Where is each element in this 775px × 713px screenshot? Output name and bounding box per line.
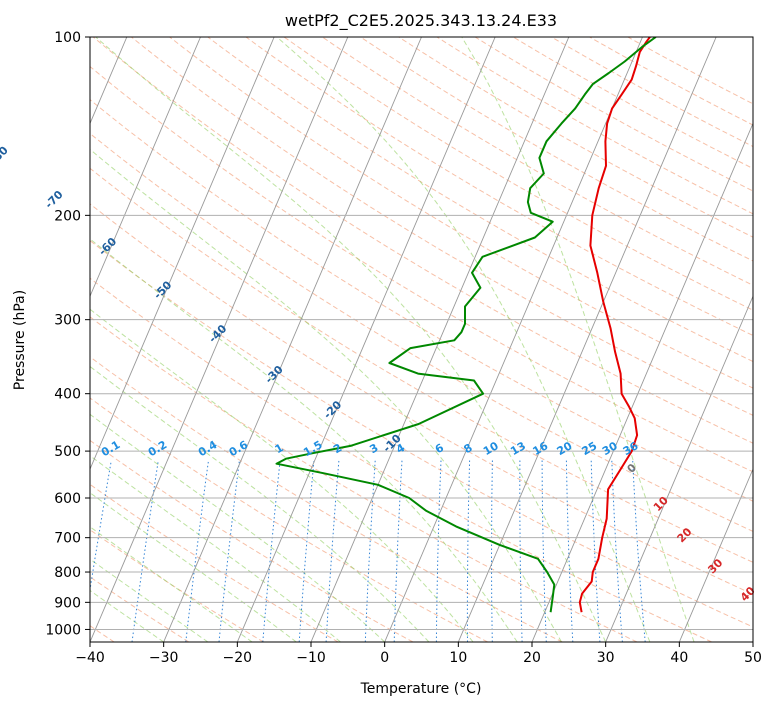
x-tick-label: 0 bbox=[380, 650, 389, 666]
x-tick-label: 10 bbox=[449, 650, 467, 666]
x-tick-label: −40 bbox=[75, 650, 105, 666]
x-tick-label: 20 bbox=[523, 650, 541, 666]
chart-title: wetPf2_C2E5.2025.343.13.24.E33 bbox=[285, 11, 557, 31]
x-tick-label: −30 bbox=[149, 650, 179, 666]
y-tick-label: 600 bbox=[54, 491, 81, 507]
y-tick-label: 200 bbox=[54, 208, 81, 224]
y-tick-label: 900 bbox=[54, 595, 81, 611]
x-tick-label: 50 bbox=[744, 650, 762, 666]
plot-background bbox=[90, 37, 753, 642]
y-tick-label: 1000 bbox=[45, 622, 81, 638]
x-tick-label: 30 bbox=[597, 650, 615, 666]
y-tick-label: 500 bbox=[54, 444, 81, 460]
y-axis-label: Pressure (hPa) bbox=[12, 290, 28, 390]
x-tick-label: −20 bbox=[223, 650, 253, 666]
x-tick-label: −10 bbox=[296, 650, 326, 666]
isotherm-line bbox=[753, 37, 775, 642]
y-tick-label: 300 bbox=[54, 313, 81, 329]
y-tick-label: 100 bbox=[54, 30, 81, 46]
x-tick-label: 40 bbox=[670, 650, 688, 666]
isotherm-label: -80 bbox=[0, 144, 11, 167]
y-tick-label: 400 bbox=[54, 387, 81, 403]
y-tick-label: 700 bbox=[54, 531, 81, 547]
x-axis-label: Temperature (°C) bbox=[360, 681, 482, 697]
y-tick-label: 800 bbox=[54, 565, 81, 581]
